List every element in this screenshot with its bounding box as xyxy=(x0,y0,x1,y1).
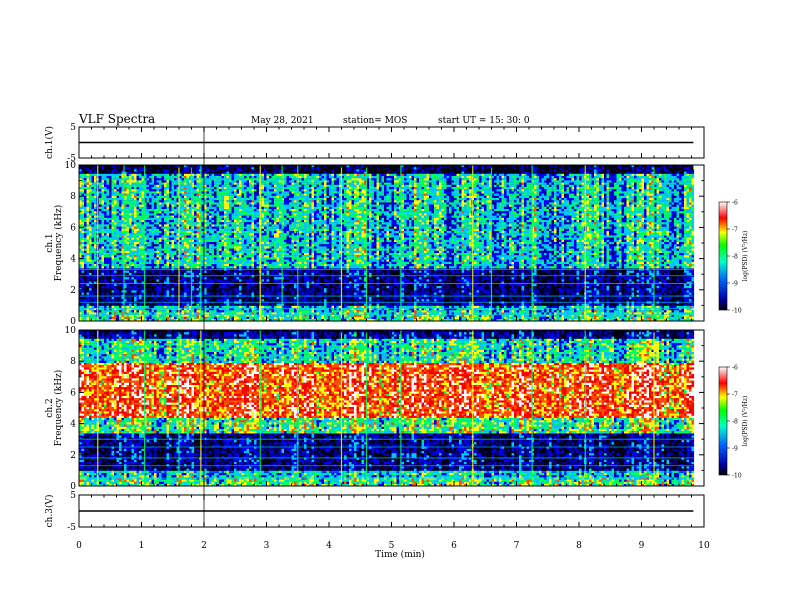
y-tick-label: 0 xyxy=(70,317,76,327)
y-tick-label: 10 xyxy=(65,326,77,336)
y-axis-label: ch.2 xyxy=(45,398,55,417)
x-tick-label: 9 xyxy=(639,541,645,551)
y-tick-label: 4 xyxy=(70,420,76,430)
figure-title: VLF Spectra xyxy=(78,112,155,126)
colorbar-tick-label: -7 xyxy=(732,392,738,399)
x-tick-label: 1 xyxy=(139,541,145,551)
colorbar-tick-label: -8 xyxy=(732,254,738,261)
x-tick-label: 4 xyxy=(326,541,332,551)
y-tick-label: 0 xyxy=(70,482,76,492)
y-axis-label: Frequency (kHz) xyxy=(53,370,64,447)
y-tick-label: 2 xyxy=(70,286,76,296)
colorbar-label: log(PSD) (V²/Hz) xyxy=(742,231,749,282)
start-time-label: start UT = 15: 30: 0 xyxy=(438,116,530,126)
y-tick-label: 8 xyxy=(70,192,76,202)
x-tick-label: 5 xyxy=(389,541,395,551)
colorbar-label: log(PSD) (V²/Hz) xyxy=(742,396,749,447)
ch1-colorbar: -10 -9 -8 -7 -6 log(PSD) (V²/Hz) xyxy=(718,200,749,315)
x-tick-label: 7 xyxy=(514,541,520,551)
y-tick-label: 6 xyxy=(70,388,76,398)
spectrogram-cells xyxy=(79,330,695,487)
y-axis-label: ch.3(V) xyxy=(44,495,55,528)
date-label: May 28, 2021 xyxy=(251,116,314,126)
colorbar-tick-label: -8 xyxy=(732,419,738,426)
y-tick-label: 5 xyxy=(70,123,76,133)
y-tick-label: -5 xyxy=(67,154,76,164)
y-axis-label: Frequency (kHz) xyxy=(53,205,64,282)
colorbar-gradient xyxy=(718,366,728,476)
x-tick-label: 6 xyxy=(451,541,457,551)
x-axis-label: Time (min) xyxy=(375,549,425,560)
colorbar-tick-label: -9 xyxy=(732,446,738,453)
ch2-spectrogram-panel: 0 2 4 6 8 10 ch.2 Frequency (kHz) xyxy=(45,326,705,492)
y-axis-label: ch.1 xyxy=(45,233,55,252)
x-tick-label: 0 xyxy=(76,541,82,551)
colorbar-tick-label: -7 xyxy=(732,227,738,234)
colorbar-gradient xyxy=(718,201,728,311)
y-tick-label: 2 xyxy=(70,451,76,461)
ch1-spectrogram-panel: 0 2 4 6 8 10 ch.1 Frequency (kHz) xyxy=(45,161,705,327)
ch3-waveform-panel: 5 -5 ch.3(V) xyxy=(44,491,705,533)
y-tick-label: 5 xyxy=(70,491,76,501)
x-tick-label: 3 xyxy=(264,541,270,551)
x-tick-label: 10 xyxy=(698,541,710,551)
y-tick-label: 6 xyxy=(70,223,76,233)
ch1-waveform-panel: 5 -5 ch.1(V) xyxy=(44,123,705,164)
spectrogram-cells xyxy=(79,165,695,322)
y-tick-label: 10 xyxy=(65,161,77,171)
x-tick-label: 8 xyxy=(576,541,582,551)
y-tick-label: 8 xyxy=(70,357,76,367)
y-tick-label: 4 xyxy=(70,255,76,265)
colorbar-tick-label: -10 xyxy=(732,473,742,480)
x-tick-label: 2 xyxy=(201,541,207,551)
colorbar-tick-label: -6 xyxy=(732,200,738,207)
colorbar-tick-label: -9 xyxy=(732,281,738,288)
ch2-colorbar: -10 -9 -8 -7 -6 log(PSD) (V²/Hz) xyxy=(718,365,749,480)
colorbar-tick-label: -10 xyxy=(732,308,742,315)
y-axis-label: ch.1(V) xyxy=(44,126,55,159)
y-tick-label: -5 xyxy=(67,523,76,533)
station-label: station= MOS xyxy=(343,116,407,126)
colorbar-tick-label: -6 xyxy=(732,365,738,372)
time-axis: 0 1 2 3 4 5 6 7 8 9 10 xyxy=(76,541,710,551)
